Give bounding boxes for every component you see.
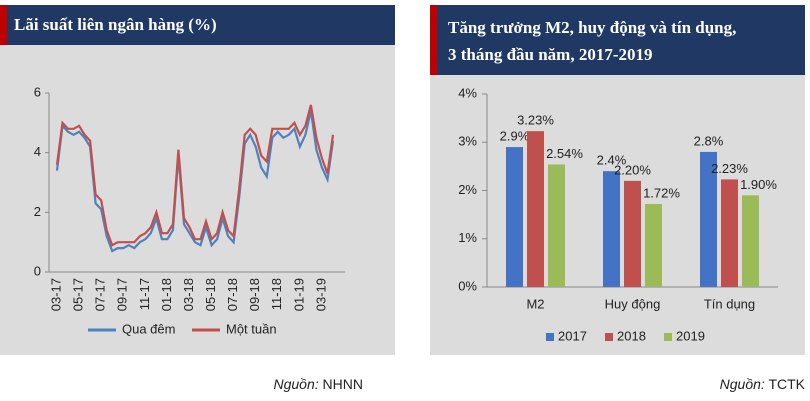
source-name: NHNN xyxy=(323,376,363,392)
bar xyxy=(603,171,620,287)
x-tick-label: M2 xyxy=(526,296,544,311)
left-title-box xyxy=(0,5,395,45)
bar xyxy=(700,151,717,287)
legend-swatch xyxy=(605,333,613,341)
x-tick-label: 07-18 xyxy=(225,278,240,311)
legend-swatch xyxy=(546,333,554,341)
chart-title: Tăng trưởng M2, huy động và tín dụng, xyxy=(448,18,736,37)
legend-label: Một tuần xyxy=(226,321,277,336)
y-tick-label: 2 xyxy=(34,204,41,219)
right-title-stripe xyxy=(430,5,437,75)
x-tick-label: 11-18 xyxy=(269,278,284,310)
legend-label: 2017 xyxy=(558,328,587,343)
x-tick-label: 03-17 xyxy=(48,278,63,311)
legend-label: 2018 xyxy=(617,328,646,343)
x-tick-label: 01-19 xyxy=(291,278,306,311)
right-title-box xyxy=(430,5,805,75)
y-tick-label: 6 xyxy=(34,84,41,99)
bar xyxy=(721,179,738,287)
x-tick-label: 05-18 xyxy=(203,278,218,311)
y-tick-label: 0 xyxy=(34,263,41,278)
value-label: 1.72% xyxy=(643,185,680,200)
value-label: 2.20% xyxy=(614,162,651,177)
y-tick-label: 1% xyxy=(458,230,477,245)
source-name: TCTK xyxy=(768,376,805,392)
bar xyxy=(548,164,565,287)
source-label: Nguồn: xyxy=(274,376,319,392)
legend-label: Qua đêm xyxy=(122,321,175,336)
value-label: 2.9% xyxy=(500,129,530,144)
x-tick-label: Huy động xyxy=(605,296,661,311)
x-tick-label: 07-17 xyxy=(93,278,108,311)
source-label: Nguồn: xyxy=(720,376,765,392)
line xyxy=(55,110,335,253)
x-tick-label: 11-17 xyxy=(137,278,152,310)
value-label: 2.54% xyxy=(546,146,583,161)
left-panel xyxy=(0,5,395,355)
legend-swatch xyxy=(664,333,672,341)
value-label: 1.90% xyxy=(740,177,777,192)
y-tick-label: 3% xyxy=(458,134,477,149)
value-label: 2.8% xyxy=(694,133,724,148)
y-tick-label: 4 xyxy=(34,144,41,159)
source: Nguồn: NHNN xyxy=(274,376,364,392)
bar xyxy=(527,131,544,287)
value-label: 2.4% xyxy=(597,153,627,168)
x-tick-label: 03-19 xyxy=(313,278,328,311)
chart-title: Lãi suất liên ngân hàng (%) xyxy=(14,15,217,34)
bar xyxy=(506,147,523,287)
x-tick-label: 01-18 xyxy=(159,278,174,311)
x-tick-label: Tín dụng xyxy=(704,296,755,311)
x-tick-label: 09-17 xyxy=(115,278,130,311)
value-label: 3.23% xyxy=(517,113,554,128)
chart-title: 3 tháng đầu năm, 2017-2019 xyxy=(448,45,653,64)
bar xyxy=(624,180,641,287)
x-tick-label: 05-17 xyxy=(71,278,86,311)
bar xyxy=(742,195,759,287)
line xyxy=(55,104,335,247)
value-label: 2.23% xyxy=(711,161,748,176)
y-tick-label: 2% xyxy=(458,182,477,197)
y-tick-label: 0% xyxy=(458,278,477,293)
y-tick-label: 4% xyxy=(458,85,477,100)
source: Nguồn: TCTK xyxy=(720,376,806,392)
x-tick-label: 03-18 xyxy=(181,278,196,311)
bar xyxy=(645,204,662,287)
legend-label: 2019 xyxy=(676,328,705,343)
left-title-stripe xyxy=(0,5,7,45)
x-tick-label: 09-18 xyxy=(247,278,262,311)
